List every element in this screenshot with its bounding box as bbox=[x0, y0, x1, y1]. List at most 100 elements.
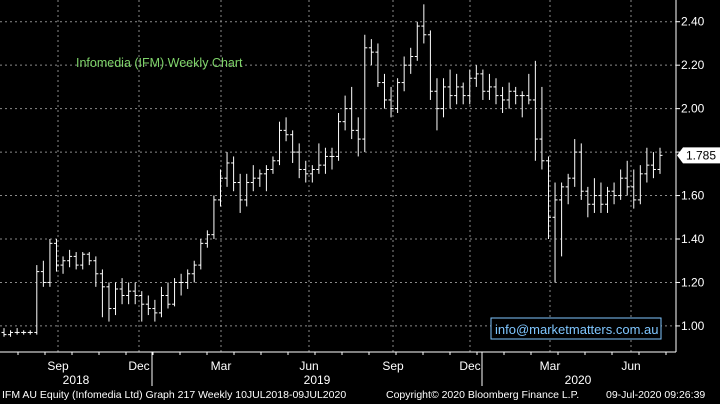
axes bbox=[0, 0, 677, 353]
ohlc-bar bbox=[473, 65, 479, 87]
x-tick-label: Dec bbox=[459, 359, 480, 373]
ohlc-bar bbox=[322, 147, 328, 174]
ohlc-bar bbox=[427, 30, 433, 100]
ohlc-bars bbox=[1, 4, 663, 337]
ohlc-bar bbox=[303, 160, 309, 183]
ohlc-bar bbox=[447, 69, 453, 109]
ohlc-bar bbox=[158, 286, 164, 318]
ohlc-bar bbox=[198, 239, 204, 270]
year-label: 2018 bbox=[63, 373, 90, 386]
ohlc-bar bbox=[277, 121, 283, 166]
y-tick-label: 2.20 bbox=[681, 58, 705, 72]
ohlc-bar bbox=[519, 91, 525, 118]
ohlc-bar bbox=[545, 156, 551, 240]
ohlc-bar bbox=[578, 143, 584, 200]
ohlc-bar bbox=[145, 295, 151, 316]
ohlc-bar bbox=[172, 278, 178, 307]
ohlc-bar bbox=[185, 269, 191, 289]
ohlc-bar bbox=[119, 278, 125, 305]
ohlc-bar bbox=[329, 147, 335, 170]
ohlc-bar bbox=[67, 249, 73, 268]
contact-annotation[interactable]: info@marketmatters.com.au bbox=[490, 317, 662, 340]
ohlc-bar bbox=[657, 147, 663, 174]
ohlc-bar bbox=[113, 282, 119, 316]
ohlc-bar bbox=[139, 291, 145, 322]
year-label: 2020 bbox=[565, 373, 592, 386]
ohlc-bar bbox=[270, 156, 276, 174]
ohlc-bar bbox=[362, 34, 368, 153]
ohlc-bar bbox=[611, 182, 617, 205]
y-tick-label: 1.60 bbox=[681, 189, 705, 203]
gridlines bbox=[0, 0, 676, 352]
ohlc-bar bbox=[231, 156, 237, 192]
x-axis-ticks: Sep Dec Mar Jun Sep Dec Mar Jun 2018 2019 2020 bbox=[17, 352, 667, 386]
timestamp: 09-Jul-2020 09:26:39 bbox=[606, 389, 706, 401]
ohlc-bar bbox=[60, 256, 66, 274]
ohlc-bar bbox=[644, 147, 650, 183]
ohlc-bar bbox=[257, 169, 263, 187]
ohlc-bar bbox=[454, 73, 460, 105]
ohlc-bar bbox=[316, 143, 322, 174]
ohlc-bar bbox=[126, 282, 132, 305]
x-tick-label: Sep bbox=[47, 359, 69, 373]
copyright-text: Copyright© 2020 Bloomberg Finance L.P. bbox=[386, 389, 580, 401]
ohlc-bar bbox=[381, 73, 387, 109]
ohlc-bar bbox=[73, 252, 79, 270]
ohlc-bar bbox=[388, 86, 394, 118]
ohlc-bar bbox=[132, 282, 138, 305]
x-tick-label: Jun bbox=[621, 359, 640, 373]
ohlc-bar bbox=[86, 252, 92, 266]
ohlc-bar bbox=[650, 152, 656, 179]
y-tick-label: 1.00 bbox=[681, 319, 705, 333]
ohlc-bar bbox=[309, 165, 315, 183]
ohlc-bar bbox=[434, 78, 440, 131]
x-tick-label: Jun bbox=[299, 359, 318, 373]
ohlc-bar bbox=[47, 239, 53, 287]
ohlc-bar bbox=[565, 173, 571, 205]
ohlc-bar bbox=[486, 73, 492, 100]
ohlc-bar bbox=[493, 78, 499, 105]
ohlc-bar bbox=[27, 330, 33, 335]
ohlc-bar bbox=[106, 282, 112, 322]
price-chart: 1.001.201.401.601.802.002.202.40 SepDecM… bbox=[0, 0, 720, 386]
ohlc-bar bbox=[500, 86, 506, 113]
ohlc-bar bbox=[631, 169, 637, 209]
ohlc-bar bbox=[342, 95, 348, 131]
ohlc-bar bbox=[34, 265, 40, 335]
ohlc-bar bbox=[21, 330, 27, 335]
ohlc-bar bbox=[296, 143, 302, 179]
contact-email[interactable]: info@marketmatters.com.au bbox=[495, 322, 658, 337]
ohlc-bar bbox=[250, 165, 256, 192]
ohlc-bar bbox=[506, 82, 512, 109]
ohlc-bar bbox=[204, 230, 210, 248]
security-description: IFM AU Equity (Infomedia Ltd) Graph 217 … bbox=[2, 389, 347, 401]
ohlc-bar bbox=[53, 239, 59, 272]
ohlc-bar bbox=[263, 165, 269, 192]
y-tick-label: 2.40 bbox=[681, 15, 705, 29]
last-price-label: 1.785 bbox=[686, 148, 716, 162]
x-tick-label: Dec bbox=[128, 359, 149, 373]
ohlc-bar bbox=[467, 69, 473, 105]
y-tick-label: 1.40 bbox=[681, 232, 705, 246]
ohlc-bar bbox=[165, 282, 171, 309]
ohlc-bar bbox=[598, 182, 604, 213]
ohlc-bar bbox=[217, 169, 223, 207]
ohlc-bar bbox=[532, 60, 538, 161]
ohlc-bar bbox=[290, 130, 296, 163]
year-label: 2019 bbox=[304, 373, 331, 386]
ohlc-bar bbox=[336, 112, 342, 161]
ohlc-bar bbox=[513, 86, 519, 105]
ohlc-bar bbox=[191, 260, 197, 283]
y-axis-ticks: 1.001.201.401.601.802.002.202.40 bbox=[676, 15, 705, 333]
ohlc-bar bbox=[480, 69, 486, 100]
ohlc-bar bbox=[368, 39, 374, 66]
ohlc-bar bbox=[618, 169, 624, 200]
ohlc-bar bbox=[421, 4, 427, 44]
ohlc-bar bbox=[572, 139, 578, 187]
ohlc-bar bbox=[605, 186, 611, 213]
ohlc-bar bbox=[408, 47, 414, 74]
ohlc-bar bbox=[178, 273, 184, 296]
ohlc-bar bbox=[211, 195, 217, 240]
x-tick-label: Sep bbox=[382, 359, 404, 373]
footer-bar: IFM AU Equity (Infomedia Ltd) Graph 217 … bbox=[0, 386, 720, 404]
